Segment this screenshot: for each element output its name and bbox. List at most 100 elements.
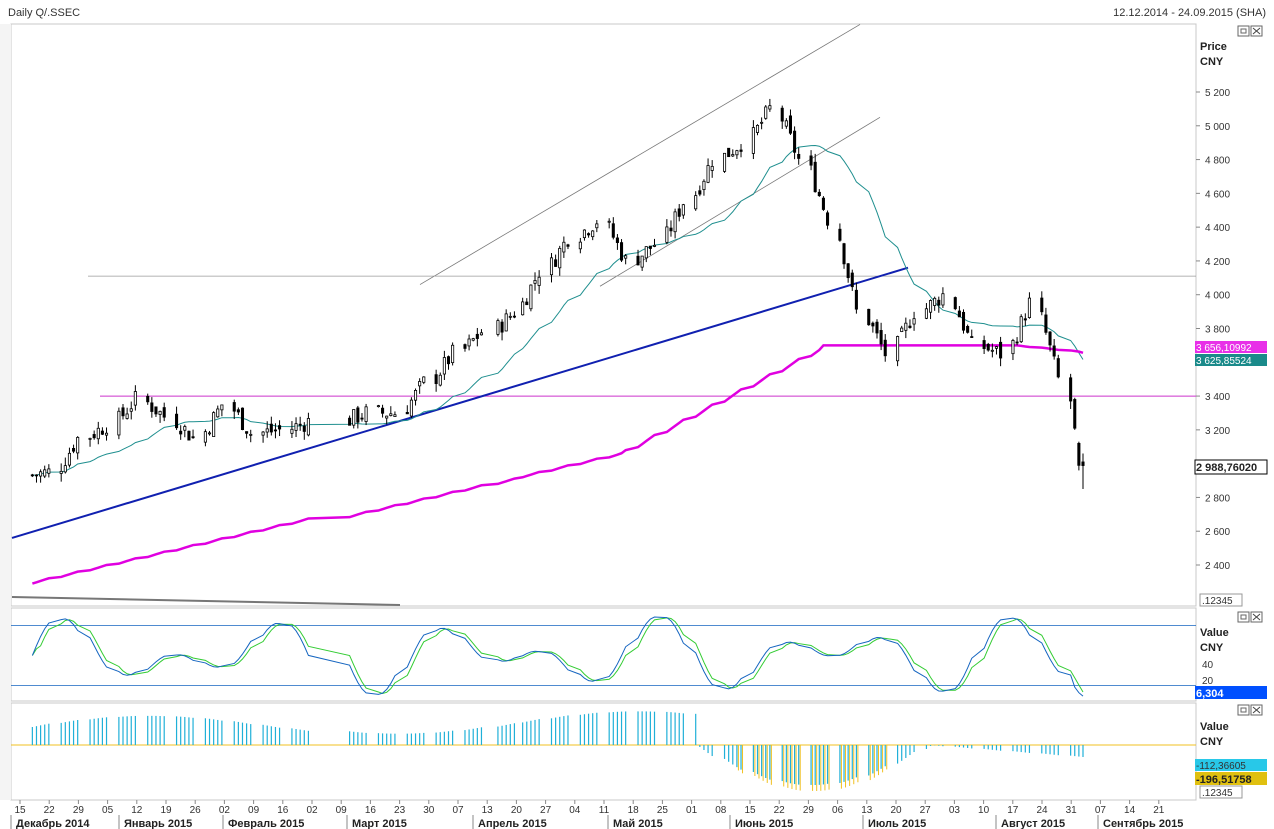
candle [665, 219, 669, 245]
stoch-pane-frame [10, 607, 1197, 702]
candle-down [245, 431, 249, 434]
candle-down [908, 325, 912, 328]
candle [187, 430, 191, 441]
candle [183, 424, 187, 438]
candle [245, 431, 249, 439]
trendline [11, 266, 909, 539]
candle [409, 397, 413, 419]
candle-up [385, 415, 389, 419]
candle [203, 429, 207, 447]
candle [162, 402, 166, 422]
candle-down [162, 407, 166, 418]
candle-down [500, 321, 504, 333]
candle [261, 431, 265, 443]
price-close-glyph [1252, 27, 1261, 35]
candle [900, 325, 904, 333]
candle-up [59, 470, 63, 474]
x-day-label: 18 [628, 805, 640, 816]
candle [249, 429, 253, 443]
x-month-label: Июль 2015 [868, 818, 926, 829]
candle-down [1077, 442, 1081, 466]
candle-up [442, 357, 446, 375]
price-tick-label: 2 400 [1205, 561, 1230, 572]
candle-down [434, 374, 438, 385]
candle-down [179, 430, 183, 435]
candle-down [356, 407, 360, 423]
candle-down [838, 228, 842, 241]
candle [624, 254, 628, 265]
candle [232, 399, 236, 420]
candle [385, 415, 389, 425]
candle-down [1069, 377, 1073, 402]
candle-down [846, 263, 850, 279]
candle [133, 385, 137, 411]
candle [442, 350, 446, 380]
candle [953, 296, 957, 311]
candle [59, 463, 63, 482]
x-day-label: 10 [978, 805, 990, 816]
candle-down [566, 244, 570, 247]
candle [640, 255, 644, 271]
tag-ma-short: 3 625,85524 [1196, 356, 1252, 367]
candle [562, 236, 566, 258]
candle [838, 223, 842, 242]
candle [302, 422, 306, 440]
candle [529, 284, 533, 312]
price-tick-label: 2 600 [1205, 527, 1230, 538]
candle-down [175, 413, 179, 429]
macd-restore-icon[interactable] [1237, 704, 1250, 716]
x-month-label: Январь 2015 [124, 818, 192, 829]
x-day-label: 06 [832, 805, 844, 816]
stoch-restore-icon[interactable] [1237, 611, 1250, 623]
candle [615, 234, 619, 250]
candle-down [146, 395, 150, 403]
date-range: 12.12.2014 - 24.09.2015 (SHA) [1113, 7, 1266, 19]
price-scale-button[interactable] [1199, 593, 1243, 607]
candle-down [957, 310, 961, 318]
candle-down [236, 409, 240, 413]
candle [158, 410, 162, 423]
price-scale-button-label: .12345 [1202, 596, 1233, 607]
candle-up [306, 418, 310, 436]
candle [924, 303, 928, 320]
candle-down [970, 336, 974, 338]
price-tick-label: 5 000 [1205, 122, 1230, 133]
x-day-label: 27 [920, 805, 932, 816]
candle-up [409, 399, 413, 417]
price-restore-icon[interactable] [1237, 25, 1250, 37]
candle [104, 427, 109, 441]
candle-down [446, 356, 451, 365]
candle-up [220, 404, 224, 411]
candle [768, 98, 772, 112]
tag-macd-2: -196,51758 [1196, 774, 1252, 786]
candle [587, 232, 591, 238]
candle [512, 311, 516, 319]
candle [467, 334, 471, 351]
macd-scale-button[interactable] [1199, 785, 1243, 799]
candle-down [867, 308, 871, 326]
candle [500, 319, 504, 341]
candle [912, 311, 916, 331]
candle-up [389, 413, 393, 416]
candle [96, 421, 100, 445]
x-day-label: 15 [14, 805, 26, 816]
candle-up [422, 376, 426, 383]
price-tick-label: 4 000 [1205, 291, 1230, 302]
x-day-label: 17 [1007, 805, 1019, 816]
candle-up [67, 452, 71, 466]
candle [826, 210, 830, 230]
candle [1069, 373, 1073, 409]
price-tick-label: 2 800 [1205, 493, 1230, 504]
x-day-label: 15 [744, 805, 756, 816]
candle-up [364, 406, 368, 422]
candle [673, 208, 677, 239]
candle [72, 444, 76, 454]
candle [154, 406, 158, 417]
candle [986, 342, 990, 352]
price-tick-label: 3 400 [1205, 392, 1230, 403]
candle-up [640, 255, 644, 268]
candle [793, 126, 797, 160]
candle [710, 160, 714, 178]
candle [67, 447, 71, 468]
candle [236, 407, 240, 416]
